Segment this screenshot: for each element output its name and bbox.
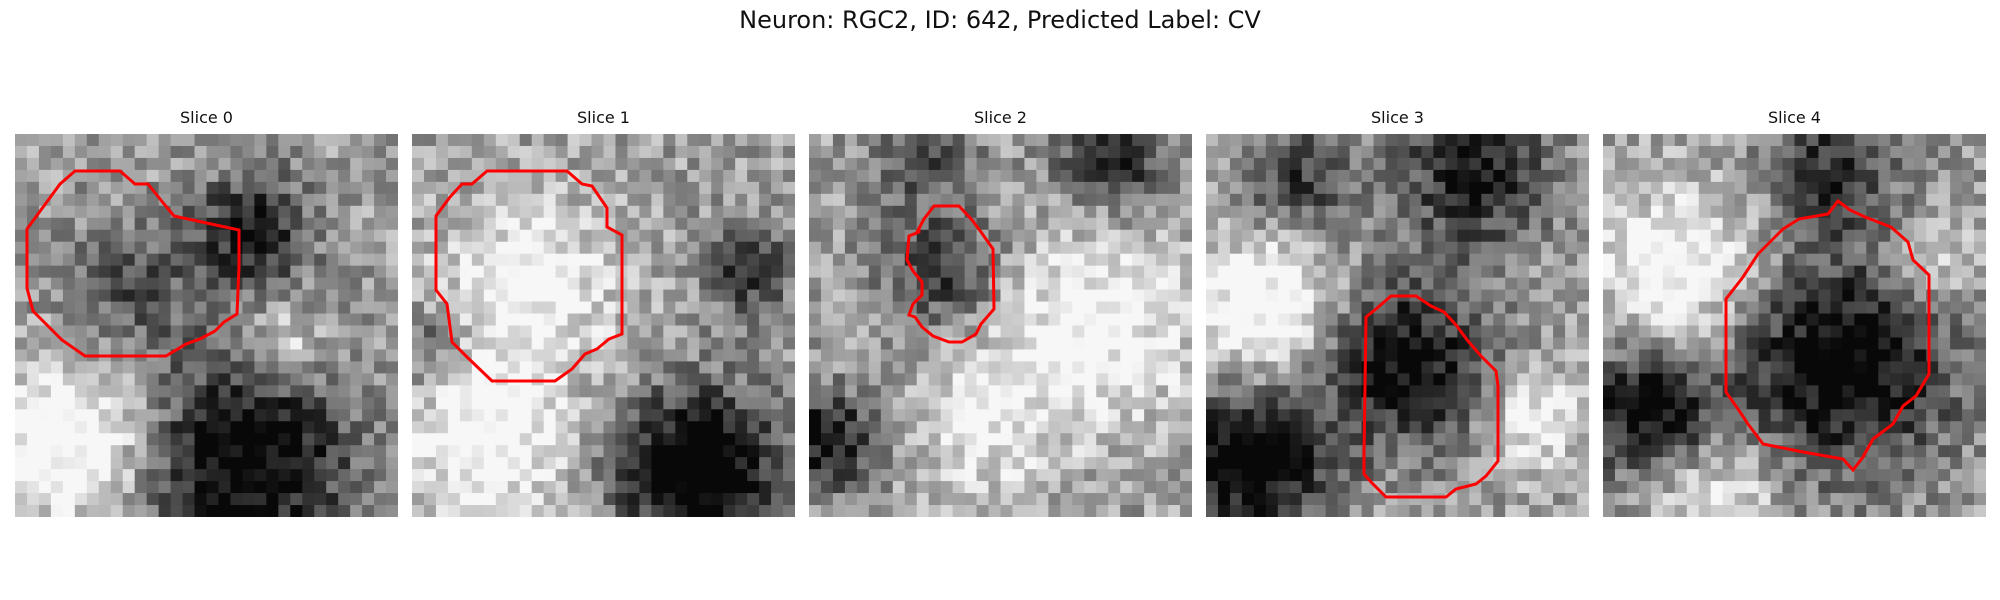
slice-panel-2: Slice 2 [809, 106, 1192, 517]
slice-panel-0: Slice 0 [15, 106, 398, 517]
slice-image-0 [15, 134, 398, 517]
slice-title-3: Slice 3 [1371, 108, 1424, 127]
slice-image-2 [809, 134, 1192, 517]
slice-panel-4: Slice 4 [1603, 106, 1986, 517]
slice-title-0: Slice 0 [180, 108, 233, 127]
neuron-contour [905, 204, 996, 344]
slice-image-4 [1603, 134, 1986, 517]
neuron-contour [434, 169, 624, 383]
figure-title: Neuron: RGC2, ID: 642, Predicted Label: … [739, 6, 1261, 34]
slice-title-2: Slice 2 [974, 108, 1027, 127]
slice-panel-1: Slice 1 [412, 106, 795, 517]
slice-image-1 [412, 134, 795, 517]
slice-image-3 [1206, 134, 1589, 517]
neuron-contour [25, 169, 241, 358]
slice-title-1: Slice 1 [577, 108, 630, 127]
neuron-contour [1724, 198, 1931, 473]
neuron-contour [1362, 294, 1500, 499]
slice-panel-3: Slice 3 [1206, 106, 1589, 517]
slice-title-4: Slice 4 [1768, 108, 1821, 127]
